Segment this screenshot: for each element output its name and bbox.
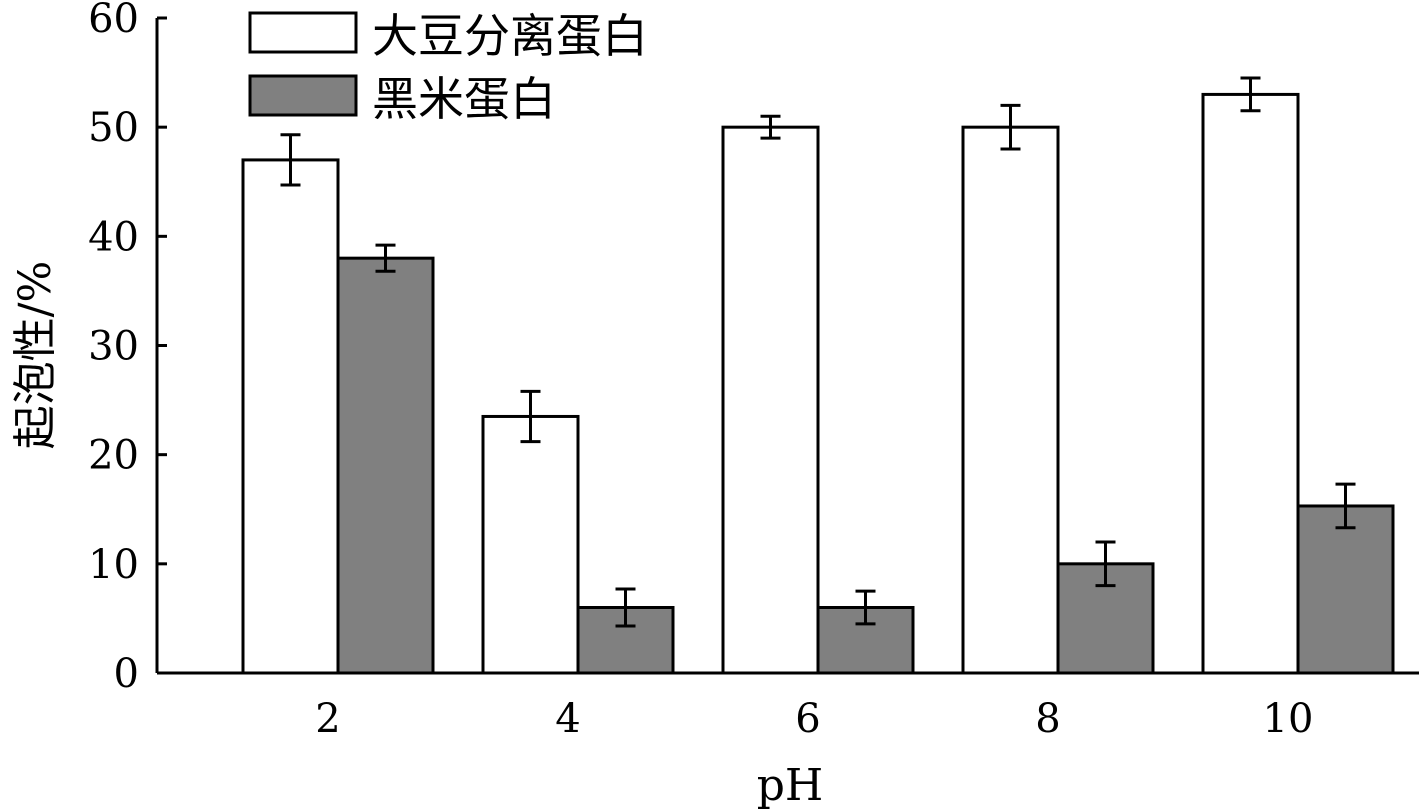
error-bar-black-rice-ph-2 <box>375 243 396 273</box>
y-ticks-group: 0 10 20 30 40 50 60 <box>88 0 167 697</box>
bar-soy-ph-6 <box>721 125 820 675</box>
error-bar-black-rice-ph-8 <box>1095 540 1116 588</box>
x-tick-label-8: 8 <box>1035 696 1060 742</box>
bar-black-rice-ph-2 <box>336 256 435 675</box>
y-tick-label-60: 60 <box>88 0 139 42</box>
error-bar-soy-ph-4 <box>520 389 541 444</box>
y-tick-label-20: 20 <box>88 433 139 479</box>
error-bars-group <box>280 76 1356 628</box>
x-tick-label-4: 4 <box>555 696 580 742</box>
legend-label-soy: 大豆分离蛋白 <box>372 9 648 63</box>
y-tick-label-30: 30 <box>88 324 139 370</box>
bar-soy-ph-8 <box>961 125 1060 675</box>
bar-black-rice-ph-10 <box>1296 504 1395 675</box>
bar-soy-ph-4 <box>481 414 580 675</box>
error-bar-black-rice-ph-4 <box>615 587 636 628</box>
error-bar-soy-ph-10 <box>1240 76 1261 113</box>
x-tick-label-6: 6 <box>795 696 820 742</box>
error-bar-soy-ph-8 <box>1000 103 1021 151</box>
error-bar-black-rice-ph-6 <box>855 589 876 626</box>
y-tick-label-0: 0 <box>114 651 139 697</box>
legend-swatch-soy <box>248 11 358 54</box>
error-bar-soy-ph-6 <box>760 114 781 140</box>
bars-group <box>241 92 1395 675</box>
x-tick-label-2: 2 <box>315 696 340 742</box>
y-tick-label-40: 40 <box>88 214 139 260</box>
y-tick-label-10: 10 <box>88 542 139 588</box>
bar-soy-ph-2 <box>241 158 340 675</box>
y-tick-label-50: 50 <box>88 105 139 151</box>
legend-label-black-rice: 黑米蛋白 <box>372 72 556 126</box>
x-ticks-group: 2 4 6 8 10 <box>315 663 1313 742</box>
legend-swatch-black-rice <box>248 74 358 117</box>
x-axis-title: pH <box>757 760 824 810</box>
error-bar-black-rice-ph-10 <box>1335 482 1356 530</box>
x-tick-label-10: 10 <box>1263 696 1314 742</box>
error-bar-soy-ph-2 <box>280 133 301 187</box>
y-axis-title: 起泡性/% <box>10 261 61 450</box>
bar-soy-ph-10 <box>1201 92 1300 675</box>
legend: 大豆分离蛋白 黑米蛋白 <box>248 9 648 126</box>
